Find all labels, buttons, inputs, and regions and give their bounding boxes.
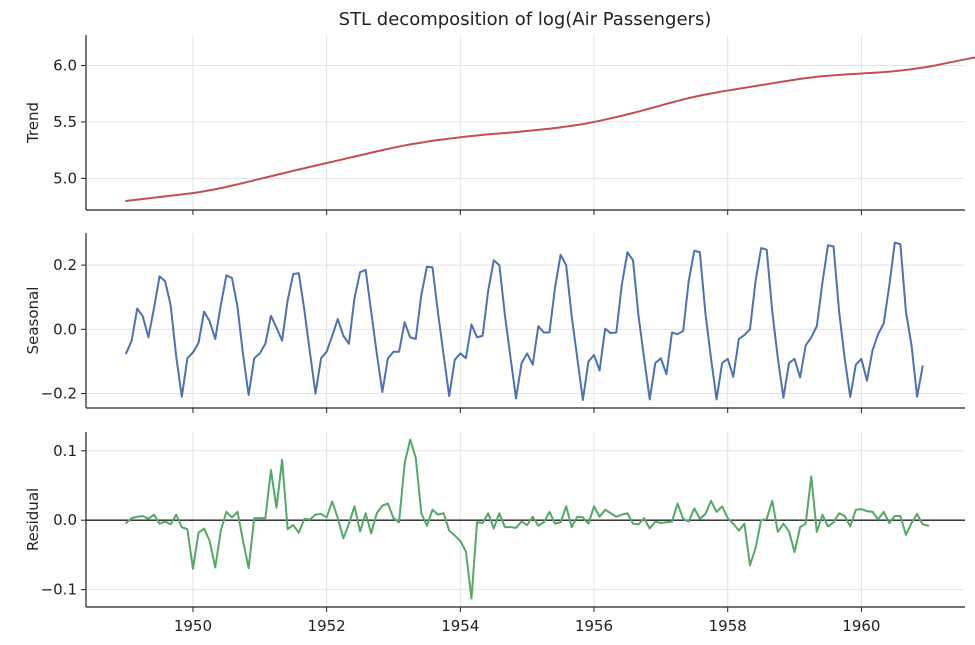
residual-series-line (125, 438, 930, 600)
residual-xtick-label: 1952 (308, 617, 346, 635)
residual-ytick-label: 0.0 (53, 511, 77, 529)
seasonal-ytick-label: 0.0 (53, 320, 77, 338)
residual-xtick-label: 1958 (709, 617, 747, 635)
chart-title: STL decomposition of log(Air Passengers) (339, 9, 712, 30)
seasonal-panel: −0.2 0.0 0.2 Seasonal (24, 233, 965, 413)
residual-xtick-label: 1950 (174, 617, 212, 635)
seasonal-ytick-label: 0.2 (53, 256, 77, 274)
seasonal-ylabel: Seasonal (24, 287, 42, 355)
residual-xtick-label: 1960 (842, 617, 880, 635)
residual-ytick-label: 0.1 (53, 442, 77, 460)
trend-ytick-label: 5.0 (53, 169, 77, 187)
residual-xtick-label: 1954 (441, 617, 479, 635)
seasonal-ytick-label: −0.2 (41, 385, 77, 403)
trend-series-line (125, 56, 975, 202)
trend-ytick-label: 5.5 (53, 113, 77, 131)
residual-ylabel: Residual (24, 488, 42, 551)
trend-ytick-label: 6.0 (53, 56, 77, 74)
residual-xtick-label: 1956 (575, 617, 613, 635)
trend-panel: 5.0 5.5 6.0 Trend (24, 35, 975, 215)
residual-panel: −0.1 0.0 0.1 1950 1952 1954 1956 1958 1960 Residu… (24, 432, 965, 635)
residual-ytick-label: −0.1 (41, 581, 77, 599)
trend-ylabel: Trend (24, 102, 42, 144)
seasonal-series-line (125, 241, 924, 401)
